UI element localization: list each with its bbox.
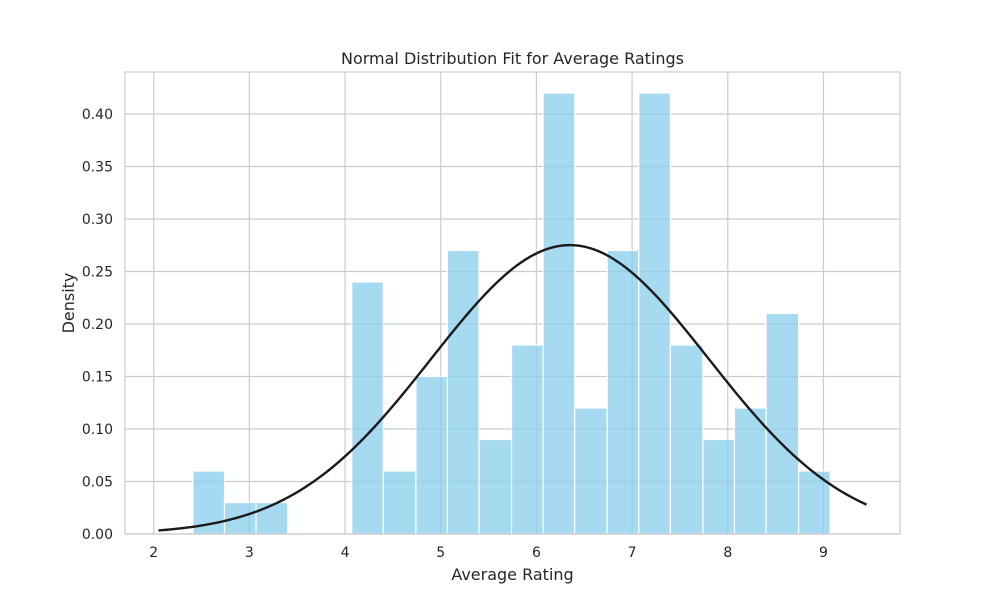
histogram-bar xyxy=(638,92,671,535)
histogram-bars xyxy=(192,92,831,535)
histogram-bar xyxy=(478,438,513,535)
y-tick-label: 0.15 xyxy=(82,370,113,386)
histogram-bar xyxy=(765,312,800,535)
x-tick-label: 5 xyxy=(436,545,445,561)
y-axis-label: Density xyxy=(59,273,78,334)
normal-fit-curve xyxy=(158,243,868,532)
y-tick-label: 0.35 xyxy=(82,160,113,176)
histogram-bar xyxy=(542,92,576,535)
x-tick-label: 9 xyxy=(819,545,828,561)
x-tick-label: 8 xyxy=(723,545,732,561)
y-tick-label: 0.00 xyxy=(82,527,113,543)
histogram-bar xyxy=(733,407,767,535)
x-tick-label: 7 xyxy=(628,545,637,561)
histogram-bar xyxy=(351,281,384,535)
y-tick-label: 0.25 xyxy=(82,265,113,281)
histogram-bar xyxy=(510,344,544,535)
x-tick-label: 3 xyxy=(245,545,254,561)
x-tick-label: 6 xyxy=(532,545,541,561)
x-tick-label: 2 xyxy=(149,545,158,561)
y-axis-ticks: 0.00 0.05 0.10 0.15 0.20 0.25 0.30 0.35 0.40 xyxy=(82,107,113,543)
y-tick-label: 0.40 xyxy=(82,107,113,123)
histogram-bar xyxy=(223,501,257,535)
x-axis-label: Average Rating xyxy=(451,565,573,584)
y-tick-label: 0.30 xyxy=(82,212,113,228)
histogram-bar xyxy=(606,249,640,535)
histogram-bar xyxy=(415,375,449,535)
x-tick-label: 4 xyxy=(341,545,350,561)
chart-title: Normal Distribution Fit for Average Rati… xyxy=(341,49,684,68)
histogram-bar xyxy=(255,501,289,535)
plot-frame xyxy=(124,71,901,535)
histogram-bar xyxy=(702,438,736,535)
y-tick-label: 0.05 xyxy=(82,475,113,491)
y-tick-label: 0.20 xyxy=(82,317,113,333)
histogram-bar xyxy=(382,470,417,535)
histogram-bar xyxy=(669,344,704,535)
histogram-bar xyxy=(446,249,480,535)
histogram-bar xyxy=(574,407,608,535)
x-axis-ticks: 2 3 4 5 6 7 8 9 xyxy=(149,545,828,561)
y-tick-label: 0.10 xyxy=(82,422,113,438)
